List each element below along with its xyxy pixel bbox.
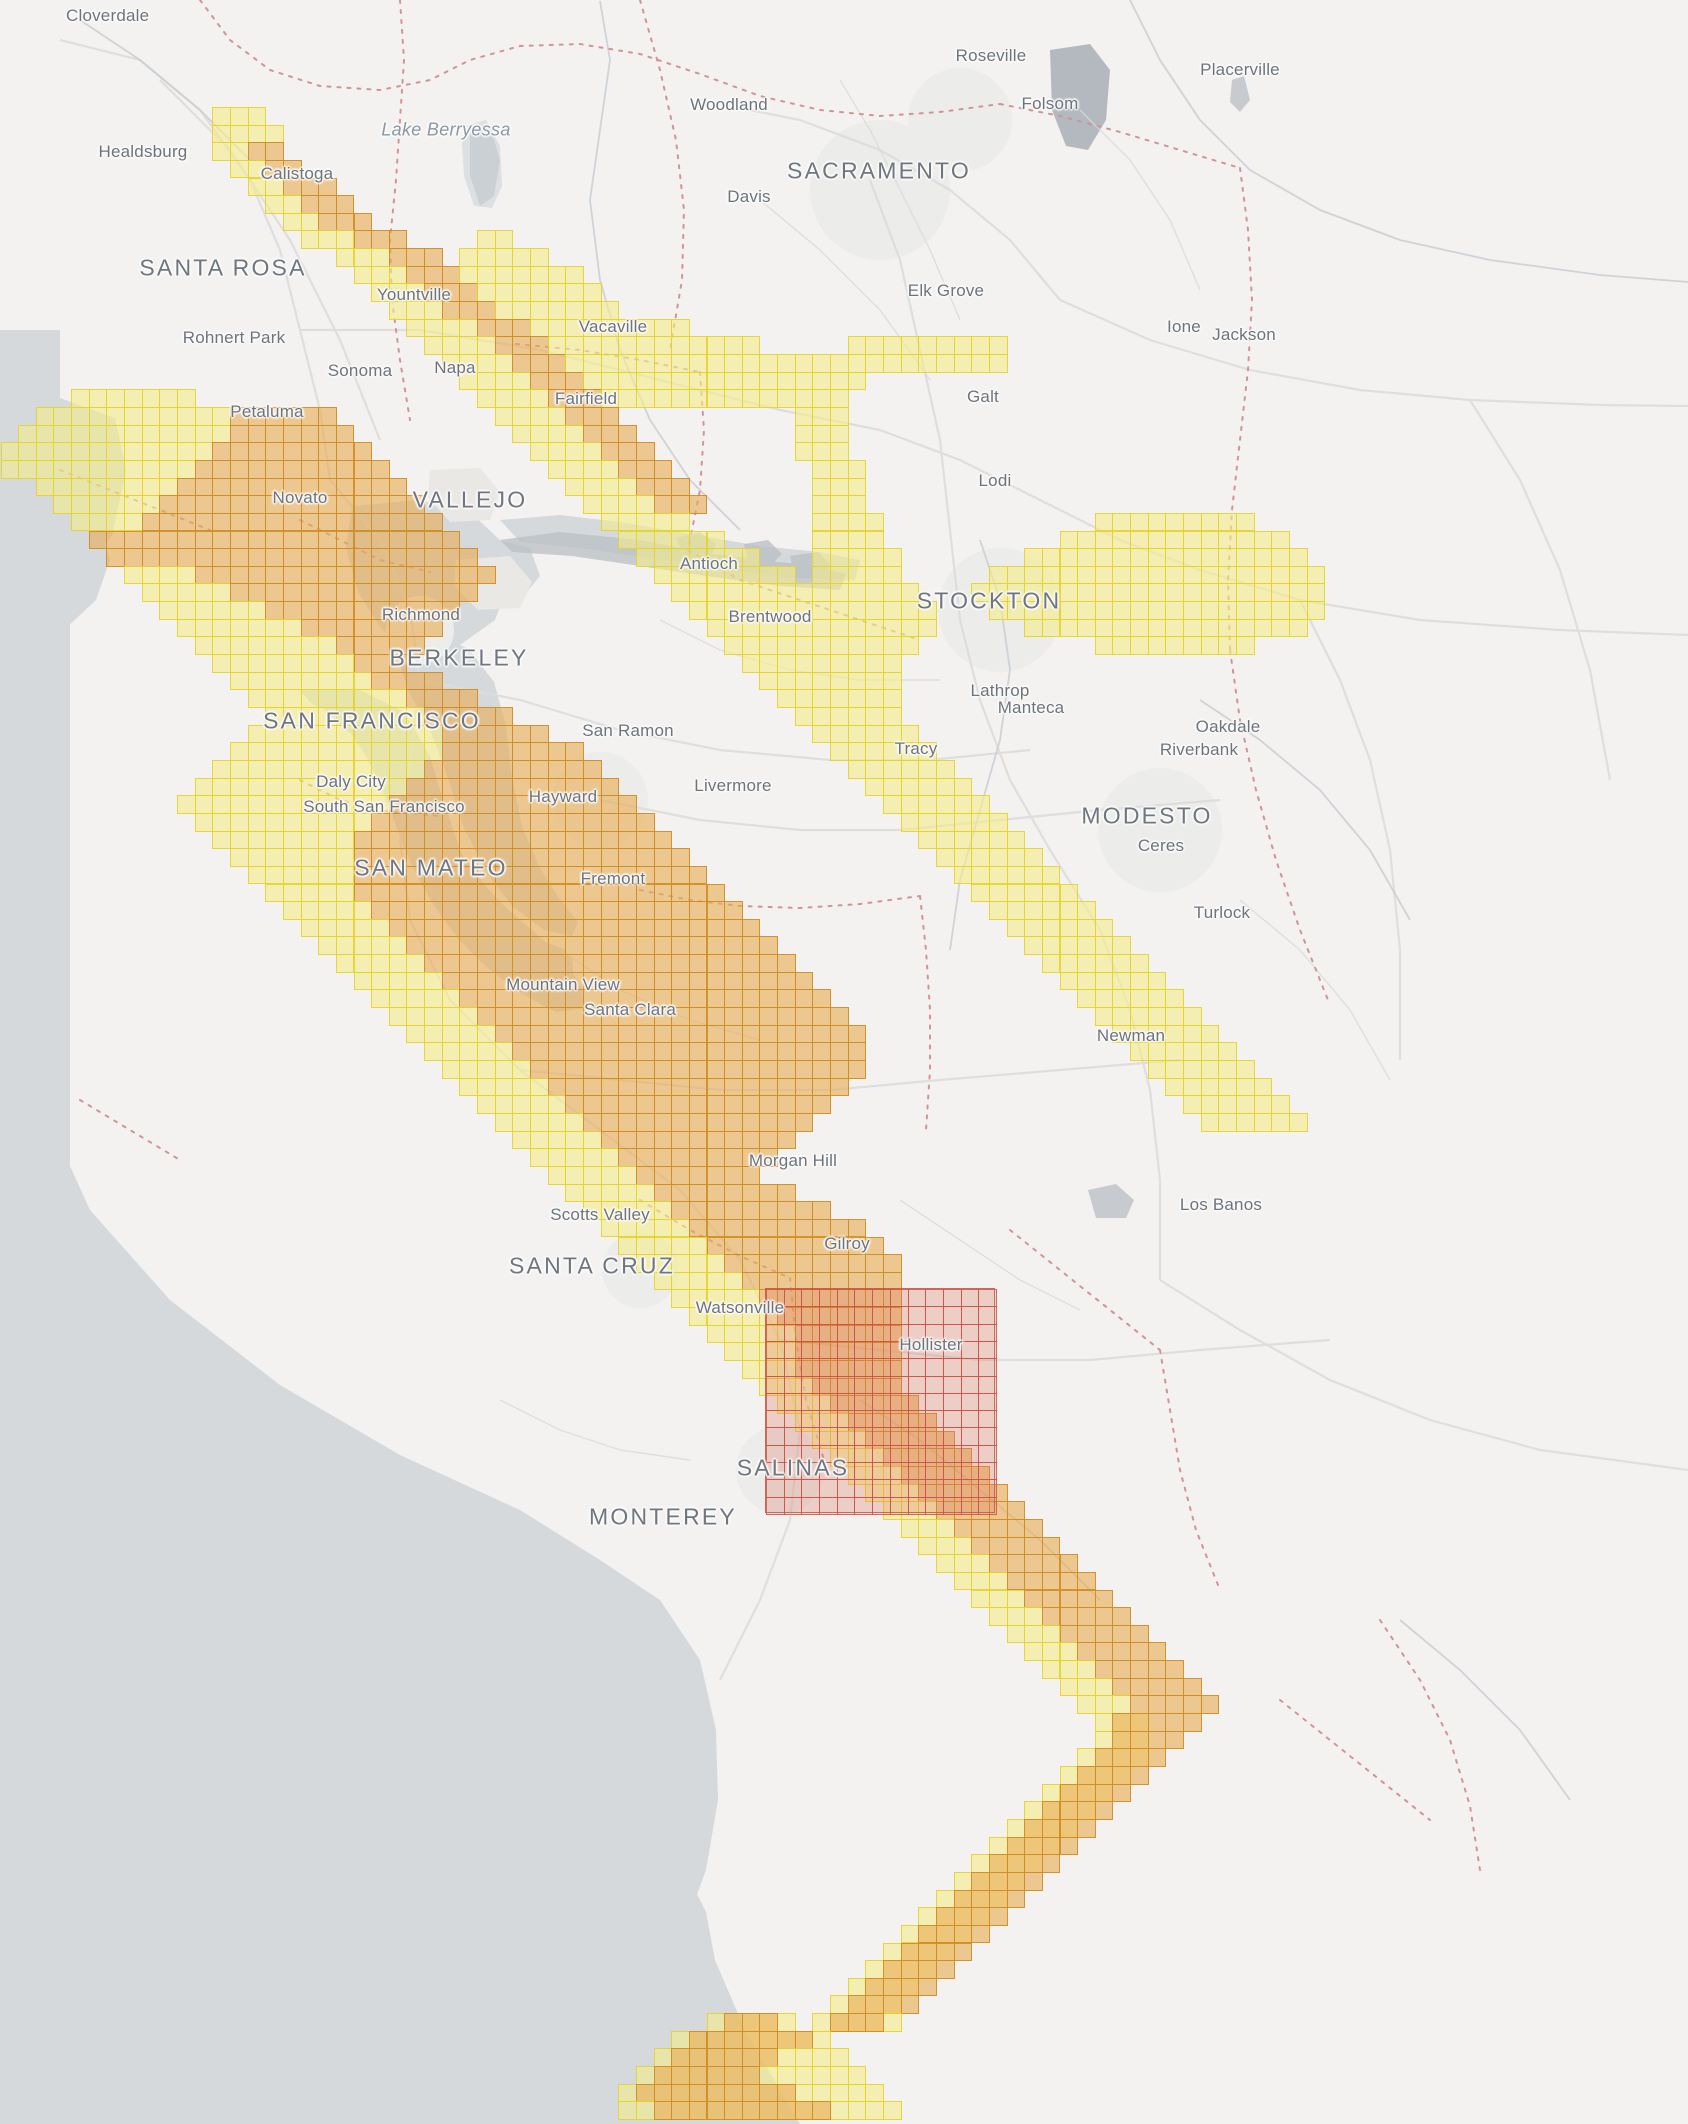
city-label: Woodland [690, 95, 768, 114]
city-label: Livermore [694, 776, 772, 795]
city-label: Hayward [528, 787, 598, 806]
city-label: Healdsburg [98, 142, 188, 161]
city-label: VALLEJO [412, 486, 528, 513]
city-label: Roseville [955, 46, 1027, 65]
grid-cell[interactable] [688, 495, 708, 514]
city-label: Ione [1167, 317, 1201, 336]
city-label: Lodi [978, 471, 1012, 490]
city-label: Manteca [997, 698, 1065, 717]
city-label: Antioch [679, 554, 739, 573]
city-label: Sonoma [327, 361, 393, 380]
city-label: Jackson [1212, 325, 1276, 344]
city-label: Tracy [894, 739, 938, 758]
city-label: SACRAMENTO [787, 157, 971, 184]
city-label: MONTEREY [589, 1503, 737, 1530]
city-label: Galt [967, 387, 999, 406]
city-label: Novato [272, 488, 328, 507]
city-label: SANTA CRUZ [509, 1252, 675, 1279]
city-label: Gilroy [824, 1234, 870, 1253]
city-label: Watsonville [695, 1298, 785, 1317]
city-label: Brentwood [728, 607, 812, 626]
city-label: Scotts Valley [550, 1205, 650, 1224]
city-label: MODESTO [1081, 802, 1213, 829]
city-label: Ceres [1137, 836, 1185, 855]
city-label: Oakdale [1195, 717, 1261, 736]
city-label: Fremont [580, 869, 646, 888]
city-label: Calistoga [260, 164, 334, 183]
city-label: Morgan Hill [748, 1151, 838, 1170]
city-label: Newman [1096, 1026, 1166, 1045]
grid-cell[interactable] [847, 371, 867, 391]
water-feature-label: Lake Berryessa [381, 119, 511, 140]
city-label: Hollister [899, 1335, 963, 1354]
city-label: Daly City [316, 772, 386, 791]
city-label: Richmond [381, 605, 461, 624]
city-label: Lathrop [970, 681, 1030, 700]
city-label: Cloverdale [66, 6, 150, 25]
grid-cell[interactable] [988, 354, 1008, 373]
city-label: Fairfield [554, 389, 618, 408]
city-label: Elk Grove [907, 281, 985, 300]
city-label: STOCKTON [916, 587, 1062, 614]
city-label: Petaluma [230, 402, 304, 421]
city-label: SALINAS [736, 1454, 850, 1481]
city-label: San Ramon [582, 721, 674, 740]
city-label: SANTA ROSA [139, 254, 307, 281]
city-label: Los Banos [1179, 1195, 1263, 1214]
city-label: Davis [727, 187, 771, 206]
city-label: Napa [434, 358, 476, 377]
city-label: Turlock [1193, 903, 1251, 922]
city-label: Yountville [376, 285, 452, 304]
city-label: SAN FRANCISCO [263, 707, 481, 734]
city-label: South San Francisco [303, 797, 465, 816]
city-label: Rohnert Park [182, 328, 286, 347]
city-label: Riverbank [1159, 740, 1239, 759]
city-label: BERKELEY [389, 644, 529, 671]
city-label: Mountain View [506, 975, 620, 994]
city-label: Placerville [1200, 60, 1280, 79]
city-label: Santa Clara [584, 1000, 676, 1019]
city-label: Folsom [1021, 94, 1079, 113]
city-label: SAN MATEO [354, 854, 508, 881]
city-label: Vacaville [578, 317, 648, 336]
